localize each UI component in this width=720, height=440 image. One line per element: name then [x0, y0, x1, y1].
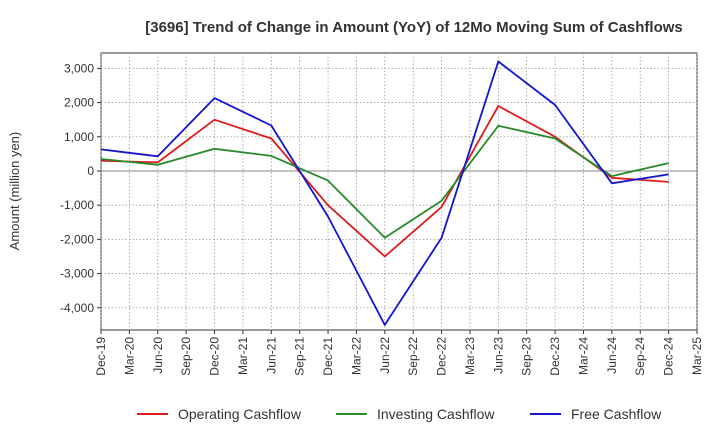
y-tick-label: 3,000: [64, 61, 94, 75]
y-tick-label: -2,000: [60, 232, 94, 246]
y-tick-label: 1,000: [64, 130, 94, 144]
x-tick-label: Mar-22: [349, 337, 363, 375]
x-tick-label: Sep-24: [633, 337, 647, 376]
x-tick-label: Sep-21: [293, 337, 307, 376]
y-tick-label: -3,000: [60, 267, 94, 281]
legend-item-free-cashflow: Free Cashflow: [530, 406, 662, 422]
y-tick-label: 2,000: [64, 96, 94, 110]
y-tick-label: -4,000: [60, 301, 94, 315]
y-tick-label: -1,000: [60, 198, 94, 212]
x-tick-label: Dec-20: [208, 337, 222, 376]
x-tick-label: Sep-20: [179, 337, 193, 376]
x-tick-label: Jun-22: [378, 337, 392, 374]
legend-item-investing-cashflow: Investing Cashflow: [336, 406, 495, 422]
legend-label: Investing Cashflow: [377, 406, 495, 422]
free-cashflow-line: [100, 60, 669, 326]
series-lines: [100, 60, 669, 326]
x-tick-label: Dec-24: [662, 337, 676, 376]
x-tick-label: Jun-24: [605, 337, 619, 374]
legend-label: Operating Cashflow: [178, 406, 302, 422]
x-tick-label: Mar-23: [463, 337, 477, 375]
investing-cashflow-line: [100, 124, 669, 239]
x-tick-label: Mar-21: [236, 337, 250, 375]
x-tick-label: Dec-23: [548, 337, 562, 376]
x-tick-label: Jun-20: [151, 337, 165, 374]
x-tick-label: Dec-22: [435, 337, 449, 376]
legend-label: Free Cashflow: [571, 406, 662, 422]
x-tick-label: Jun-21: [264, 337, 278, 374]
x-tick-label: Sep-23: [520, 337, 534, 376]
x-axis-ticks: Dec-19 Mar-20 Jun-20 Sep-20 Dec-20 Mar-21 Jun-…: [94, 330, 704, 376]
x-tick-label: Sep-22: [406, 337, 420, 376]
x-tick-label: Mar-20: [122, 337, 136, 375]
grid: [100, 53, 698, 330]
x-tick-label: Mar-25: [690, 337, 704, 375]
x-tick-label: Jun-23: [491, 337, 505, 374]
x-tick-label: Mar-24: [576, 337, 590, 375]
x-tick-label: Dec-19: [94, 337, 108, 376]
plot-area: [100, 52, 698, 331]
x-tick-label: Dec-21: [321, 337, 335, 376]
legend: Operating Cashflow Investing Cashflow Free…: [137, 406, 662, 422]
legend-item-operating-cashflow: Operating Cashflow: [137, 406, 302, 422]
y-axis-ticks: 3,000 2,000 1,000 0 -1,000 -2,000 -3,000 -4,000: [60, 61, 101, 315]
y-tick-label: 0: [87, 164, 94, 178]
y-axis-label: Amount (million yen): [7, 132, 22, 251]
chart-title: [3696] Trend of Change in Amount (YoY) o…: [145, 19, 683, 36]
